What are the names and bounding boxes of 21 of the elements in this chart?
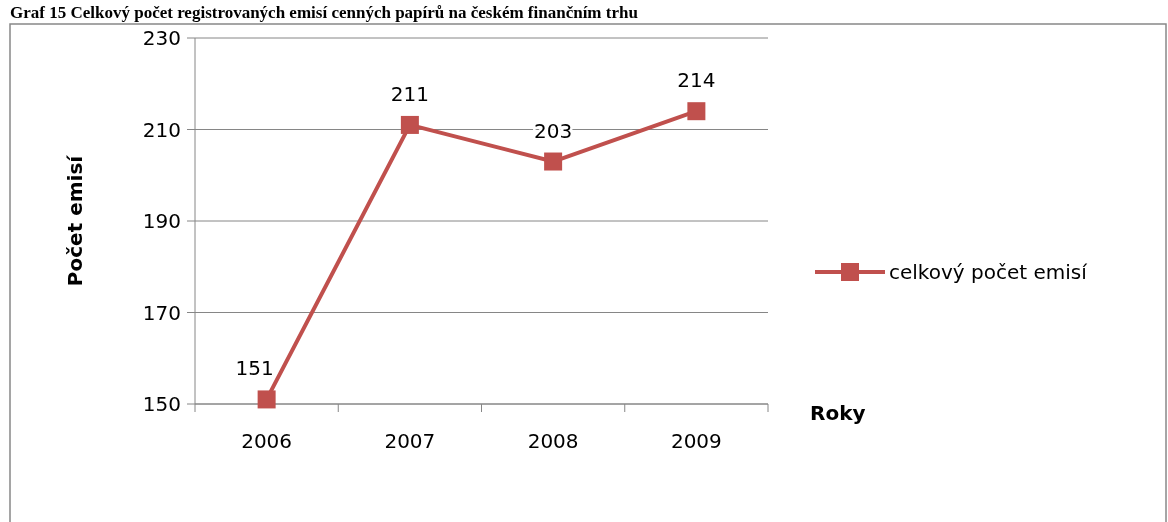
data-label: 151 xyxy=(235,356,274,381)
x-tick-label: 2008 xyxy=(527,429,579,453)
data-label: 203 xyxy=(534,118,573,143)
x-axis-title: Roky xyxy=(810,401,866,425)
y-tick-label: 170 xyxy=(142,300,181,325)
data-label: 211 xyxy=(390,81,429,106)
y-tick-label: 230 xyxy=(142,26,181,50)
point xyxy=(544,152,563,171)
y-tick-label: 210 xyxy=(142,117,181,142)
legend-label: celkový počet emisí xyxy=(889,260,1089,284)
y-tick-label: 150 xyxy=(142,392,181,416)
chart-title: Graf 15 Celkový počet registrovaných emisí cenných papírů na českém finančním trhu xyxy=(10,3,638,22)
x-tick-label: 2006 xyxy=(241,429,293,453)
x-tick-label: 2007 xyxy=(384,429,436,453)
x-tick-label: 2009 xyxy=(670,429,722,453)
data-label: 214 xyxy=(677,68,716,93)
point xyxy=(687,102,706,121)
y-axis-title: Počet emisí xyxy=(63,154,87,287)
point xyxy=(257,390,276,409)
point xyxy=(400,115,419,134)
y-tick-label: 190 xyxy=(142,209,181,233)
